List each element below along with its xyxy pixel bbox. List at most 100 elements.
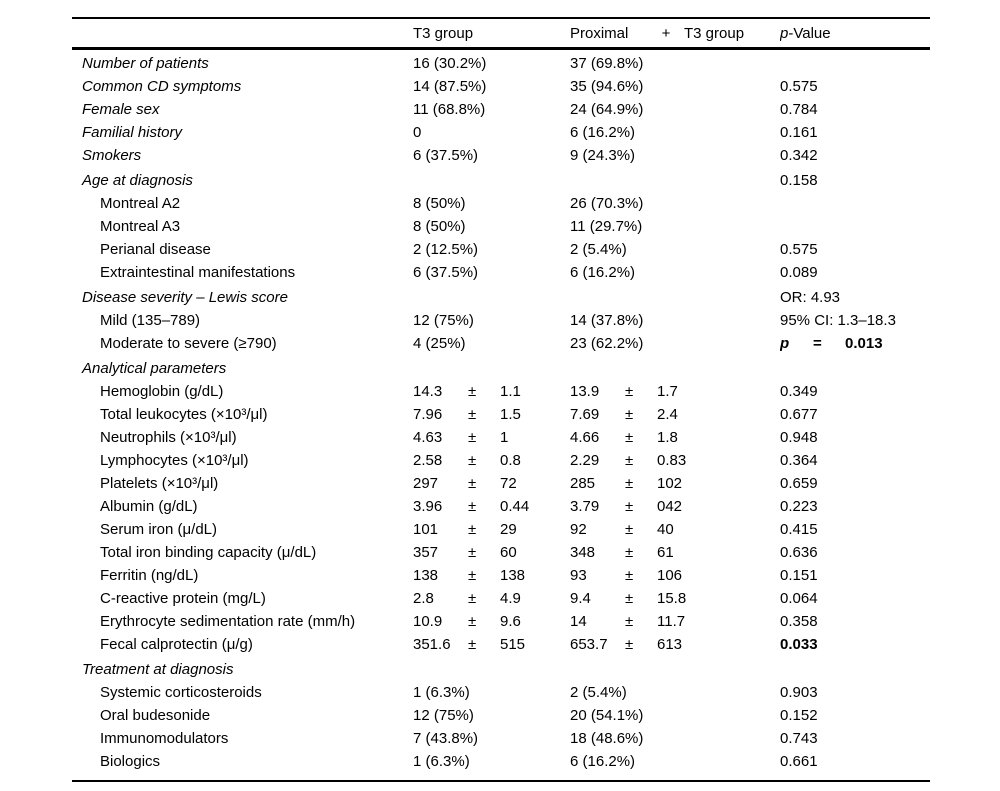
table-row: Number of patients 16 (30.2%) 37 (69.8%) [72,52,930,75]
mean-value: 10.9 [413,613,443,630]
cell-p-value: 0.677 [780,403,930,426]
cell-t3-group: 14 (87.5%) [413,78,487,95]
sd-value: 40 [657,521,674,538]
cell-t3-group: 12 (75%) [413,312,474,329]
p-number: 0.743 [780,730,818,747]
cell-proximal-t3-group: 14 (37.8%) [570,312,644,329]
p-number: 0.575 [780,78,818,95]
cell-proximal-t3-group: 2 (5.4%) [570,241,627,258]
row-label: Disease severity – Lewis score [82,289,288,306]
cell-proximal-t3-group: 2 (5.4%) [570,684,627,701]
plus-minus-sign: ± [468,613,477,630]
mean-value: 297 [413,475,439,492]
cell-t3-group: 4 (25%) [413,335,466,352]
mean-value: 3.79 [570,498,600,515]
p-number: 0.575 [780,241,818,258]
row-label: Albumin (g/dL) [100,498,198,515]
cell-proximal-t3-group: 6 (16.2%) [570,124,636,141]
p-number: 0.151 [780,567,818,584]
p-number: 0.033 [780,636,818,653]
plus-minus-sign: ± [625,406,634,423]
p-number: 0.784 [780,101,818,118]
cell-t3-group: 351.6 ±515 [413,633,570,656]
cell-p-value: 95% CI: 1.3–18.3 [780,309,930,332]
cell-proximal-t3-group: 3.79 ±042 [570,495,780,518]
cell-t3-group: 3.96 ±0.44 [413,495,570,518]
plus-minus-sign: ± [625,613,634,630]
cell-t3-group: 2 (12.5%) [413,241,479,258]
row-label: Mild (135–789) [100,312,201,329]
table-row: Age at diagnosis 0.158 [72,169,930,192]
header-proximal-plus-t3-group: Proximal + T3 group [570,25,780,42]
plus-minus-sign: ± [468,452,477,469]
cell-proximal-t3-group: 24 (64.9%) [570,101,644,118]
sd-value: 106 [657,567,683,584]
cell-t3-group: 357 ±60 [413,541,570,564]
cell-t3-group: 8 (50%) [413,218,466,235]
table-row: Treatment at diagnosis [72,658,930,681]
cell-proximal-t3-group: 2.29 ±0.83 [570,449,780,472]
cell-proximal-t3-group [570,658,780,681]
cell-t3-group: 2.58 ±0.8 [413,449,570,472]
plus-minus-sign: ± [625,544,634,561]
table-row: Common CD symptoms 14 (87.5%) 35 (94.6%) 0.… [72,75,930,98]
cell-proximal-t3-group: 6 (16.2%) [570,264,636,281]
cell-p-value: p = 0.013 [780,332,930,355]
cell-p-value: 0.158 [780,169,930,192]
plus-minus-sign: ± [468,498,477,515]
p-number: 0.903 [780,684,818,701]
row-label: Treatment at diagnosis [82,661,234,678]
sd-value: 042 [657,498,683,515]
mean-value: 9.4 [570,590,591,607]
sd-value: 61 [657,544,674,561]
cell-p-value: 0.349 [780,380,930,403]
table-row: Systemic corticosteroids 1 (6.3%) 2 (5.4%)… [72,681,930,704]
row-label: Common CD symptoms [82,78,242,95]
cell-p-value: 0.033 [780,633,930,656]
cell-p-value: 0.358 [780,610,930,633]
cell-p-value: 0.661 [780,750,930,773]
row-label: Oral budesonide [100,707,211,724]
equals-sign: = [813,335,822,352]
cell-t3-group: 4.63 ±1 [413,426,570,449]
table-row: Perianal disease 2 (12.5%) 2 (5.4%) 0.575 [72,238,930,261]
p-number: 0.013 [845,335,883,352]
cell-t3-group: 2.8 ±4.9 [413,587,570,610]
cell-proximal-t3-group: 9.4 ±15.8 [570,587,780,610]
table-row: Neutrophils (×10³/μl) 4.63 ±1 4.66 ±1.8 0.948 [72,426,930,449]
cell-p-value: 0.575 [780,75,930,98]
table-row: Familial history 0 6 (16.2%) 0.161 [72,121,930,144]
sd-value: 613 [657,636,683,653]
cell-t3-group: 8 (50%) [413,195,466,212]
header-t3-group-label: T3 group [684,24,745,42]
p-number: 0.161 [780,124,818,141]
cell-p-value: 0.364 [780,449,930,472]
cell-t3-group [413,658,570,681]
plus-minus-sign: ± [468,475,477,492]
p-number: 0.158 [780,172,818,189]
cell-p-value: 0.152 [780,704,930,727]
cell-proximal-t3-group [570,286,780,309]
cell-p-value: 0.151 [780,564,930,587]
mean-value: 14 [570,613,587,630]
p-number: 0.364 [780,452,818,469]
cell-t3-group: 1 (6.3%) [413,753,470,770]
mean-value: 3.96 [413,498,443,515]
table-row: Lymphocytes (×10³/μl) 2.58 ±0.8 2.29 ±0.83 0.… [72,449,930,472]
table-body: Number of patients 16 (30.2%) 37 (69.8%) Co… [72,50,930,780]
plus-minus-sign: ± [468,521,477,538]
plus-minus-sign: ± [468,590,477,607]
cell-proximal-t3-group [570,357,780,380]
plus-minus-sign: ± [625,521,634,538]
cell-proximal-t3-group: 285 ±102 [570,472,780,495]
mean-value: 92 [570,521,587,538]
table-row: Serum iron (μ/dL) 101 ±29 92 ±40 0.415 [72,518,930,541]
table-row: Extraintestinal manifestations 6 (37.5%) 6… [72,261,930,284]
mean-value: 2.58 [413,452,443,469]
cell-p-value: 0.223 [780,495,930,518]
p-number: 0.661 [780,753,818,770]
plus-minus-sign: ± [625,498,634,515]
row-label: Erythrocyte sedimentation rate (mm/h) [100,613,356,630]
cell-proximal-t3-group: 6 (16.2%) [570,753,636,770]
table-row: Platelets (×10³/μl) 297 ±72 285 ±102 0.659 [72,472,930,495]
